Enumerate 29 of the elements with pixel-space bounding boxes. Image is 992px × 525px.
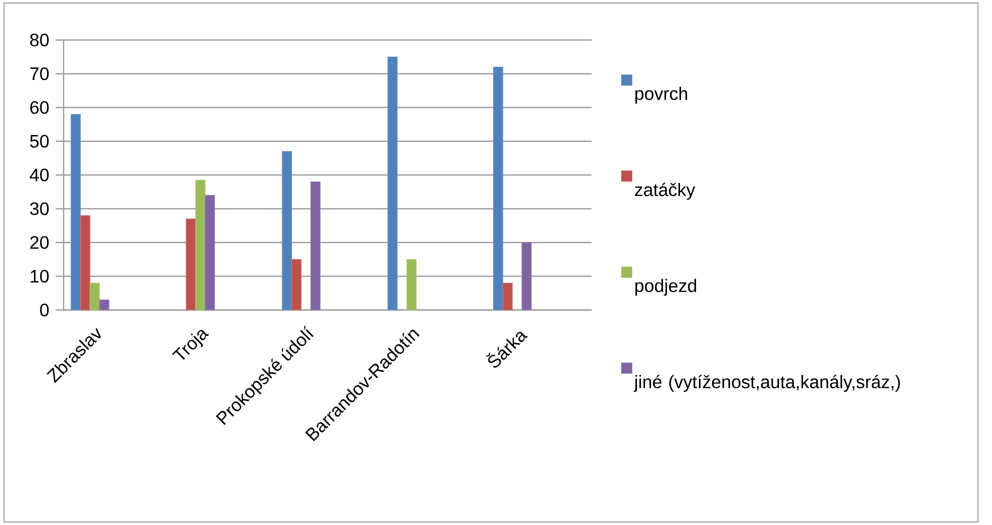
- y-tick-label: 50: [30, 134, 49, 148]
- x-tick-label: Troja: [172, 330, 210, 360]
- y-tick-label: 30: [30, 202, 49, 216]
- bar: [502, 282, 513, 310]
- y-tick-label: 0: [40, 304, 49, 316]
- bar: [186, 218, 196, 310]
- legend-label: povrch: [635, 86, 688, 104]
- bar: [310, 181, 321, 310]
- y-tick-label: 60: [30, 101, 49, 114]
- y-tick-label: 10: [30, 270, 49, 283]
- bar: [99, 300, 110, 310]
- bar: [291, 259, 302, 310]
- bar: [406, 259, 417, 310]
- legend-label: podjezd: [635, 278, 696, 296]
- bar: [522, 242, 532, 310]
- legend-label: jiné (vytíženost,auta,kanály,sráz,): [634, 374, 900, 392]
- legend-label: zatáčky: [634, 182, 696, 200]
- bar: [195, 180, 206, 310]
- bar: [282, 151, 292, 310]
- y-tick-label: 20: [30, 236, 49, 249]
- bar: [388, 56, 398, 310]
- bar: [90, 282, 100, 310]
- y-tick-label: 70: [30, 67, 49, 80]
- bar: [204, 194, 215, 310]
- y-tick-label: 80: [30, 34, 49, 46]
- bar: [493, 66, 504, 310]
- bar: [80, 215, 90, 310]
- y-tick-label: 40: [30, 168, 49, 182]
- bar: [70, 114, 81, 310]
